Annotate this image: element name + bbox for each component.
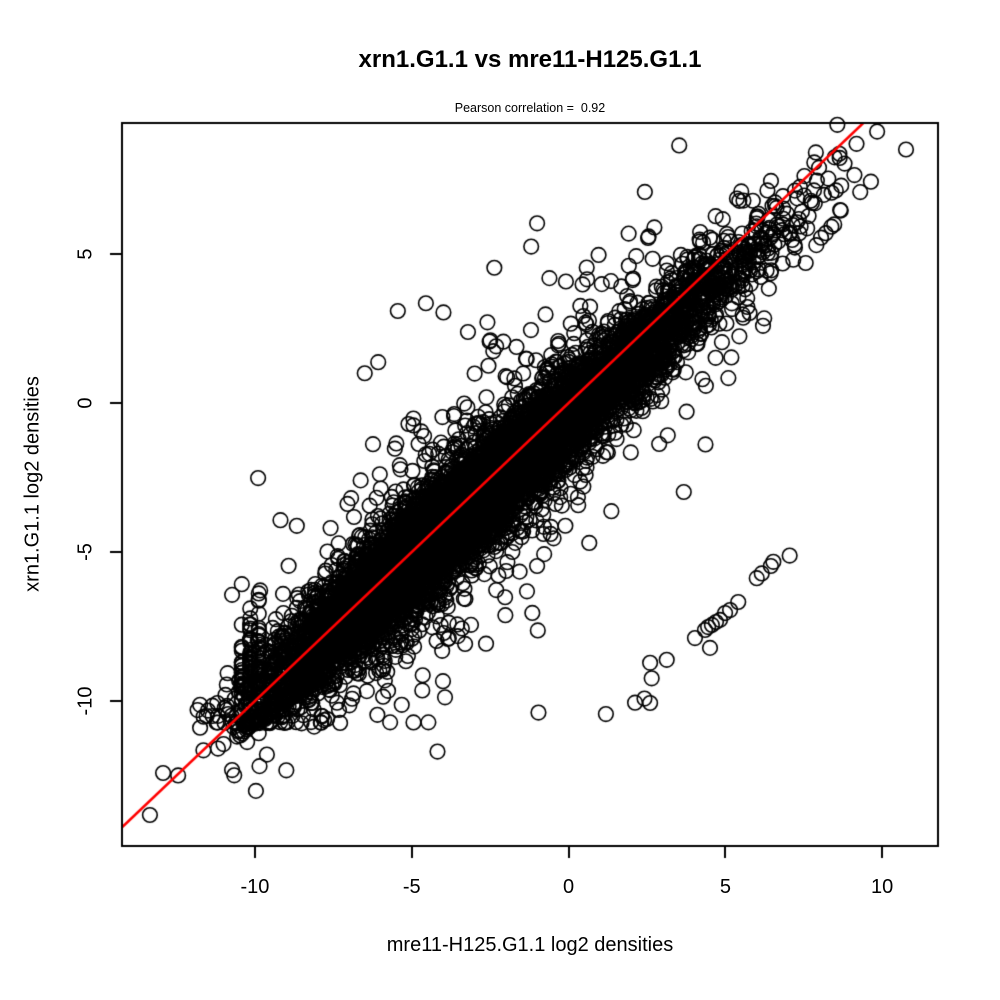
- x-tick-label: 10: [871, 876, 894, 898]
- y-tick-label: 5: [74, 248, 97, 260]
- x-tick-label: -5: [402, 876, 421, 898]
- x-axis-label: mre11-H125.G1.1 log2 densities: [386, 934, 674, 956]
- y-tick-label: -10: [74, 686, 97, 716]
- x-tick-label: 5: [719, 876, 731, 898]
- y-tick-label: -5: [74, 543, 97, 561]
- y-tick-label: 0: [74, 397, 97, 409]
- y-axis-label: xrn1.G1.1 log2 densities: [21, 376, 44, 592]
- x-tick-label: -10: [240, 876, 270, 898]
- x-tick-label: 0: [563, 876, 575, 898]
